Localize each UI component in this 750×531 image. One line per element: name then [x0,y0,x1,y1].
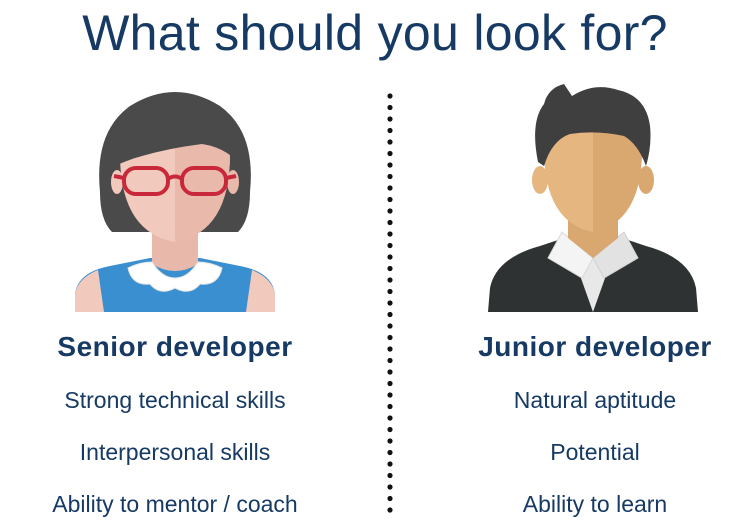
divider-dot [387,116,393,122]
divider-dot [387,438,393,444]
divider-dot [387,392,393,398]
divider-dot [387,173,393,180]
divider-dot [387,219,393,226]
divider-dot [387,311,393,318]
divider-dot [387,254,393,260]
senior-developer-heading: Senior developer [57,331,293,362]
divider-dot [387,162,393,168]
junior-skills-list: Natural aptitude Potential Ability to le… [415,374,750,530]
list-item: Natural aptitude [513,387,677,413]
divider-dot [387,242,393,249]
divider-dot [387,495,393,502]
senior-skills-list: Strong technical skills Interpersonal sk… [0,374,355,530]
divider-dot [387,484,393,490]
divider-dot [387,288,393,295]
divider-dot [387,277,393,283]
divider-dot [387,93,393,99]
divider-dot [387,507,393,513]
divider-dot [387,127,393,134]
divider-dot [387,403,393,410]
female-developer-avatar-icon [75,92,275,312]
divider-dot [387,449,393,456]
divider-dot [387,426,393,433]
divider-dot [387,472,393,479]
divider-dot [387,323,393,329]
divider-dot [387,231,393,237]
divider-dot [387,196,393,203]
divider-dot [387,415,393,421]
senior-developer-column: Senior developer Strong technical skills… [0,326,355,530]
divider-dot [387,346,393,352]
divider-dot [387,185,393,191]
divider-dot [387,380,393,387]
divider-dot [387,357,393,364]
list-item: Interpersonal skills [79,439,271,465]
divider-dot [387,461,393,467]
page-title: What should you look for? [82,5,668,61]
divider-dot [387,300,393,306]
divider-dot [387,139,393,145]
junior-developer-heading: Junior developer [478,331,712,362]
divider-dot [387,265,393,272]
divider-dot [387,104,393,111]
dotted-divider [387,93,393,513]
list-item: Ability to mentor / coach [52,491,298,517]
list-item: Potential [550,439,640,465]
divider-dot [387,150,393,157]
divider-dot [387,334,393,341]
male-developer-avatar-icon [488,84,698,312]
divider-dot [387,208,393,214]
junior-developer-column: Junior developer Natural aptitude Potent… [415,326,750,530]
divider-dot [387,369,393,375]
list-item: Strong technical skills [64,387,286,413]
list-item: Ability to learn [522,491,668,517]
